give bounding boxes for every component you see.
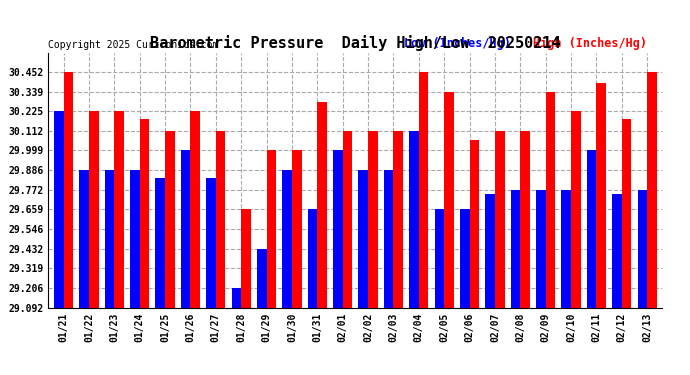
Bar bbox=[368, 131, 377, 308]
Bar bbox=[485, 194, 495, 308]
Bar bbox=[105, 170, 115, 308]
Bar bbox=[638, 190, 647, 308]
Bar bbox=[63, 72, 73, 308]
Bar bbox=[409, 131, 419, 308]
Bar bbox=[384, 170, 393, 308]
Bar bbox=[308, 209, 317, 308]
Bar bbox=[596, 83, 606, 308]
Bar bbox=[536, 190, 546, 308]
Bar bbox=[511, 190, 520, 308]
Bar bbox=[622, 119, 631, 308]
Bar bbox=[435, 209, 444, 308]
Bar bbox=[165, 131, 175, 308]
Bar bbox=[54, 111, 63, 308]
Bar bbox=[358, 170, 368, 308]
Bar bbox=[562, 190, 571, 308]
Bar bbox=[282, 170, 292, 308]
Text: Low (Inches/Hg): Low (Inches/Hg) bbox=[404, 37, 511, 50]
Bar bbox=[317, 102, 327, 308]
Bar bbox=[333, 150, 343, 308]
Bar bbox=[612, 194, 622, 308]
Bar bbox=[393, 131, 403, 308]
Bar bbox=[155, 178, 165, 308]
Bar bbox=[206, 178, 216, 308]
Bar bbox=[232, 288, 241, 308]
Bar bbox=[586, 150, 596, 308]
Bar bbox=[190, 111, 200, 308]
Text: Copyright 2025 Curtronics.com: Copyright 2025 Curtronics.com bbox=[48, 40, 219, 50]
Bar bbox=[130, 170, 139, 308]
Bar bbox=[266, 150, 276, 308]
Title: Barometric Pressure  Daily High/Low  20250214: Barometric Pressure Daily High/Low 20250… bbox=[150, 35, 561, 51]
Bar bbox=[419, 72, 428, 308]
Bar bbox=[139, 119, 149, 308]
Bar bbox=[89, 111, 99, 308]
Bar bbox=[495, 131, 504, 308]
Bar bbox=[292, 150, 302, 308]
Bar bbox=[546, 92, 555, 308]
Text: High (Inches/Hg): High (Inches/Hg) bbox=[533, 37, 647, 50]
Bar bbox=[181, 150, 190, 308]
Bar bbox=[241, 209, 250, 308]
Bar bbox=[216, 131, 226, 308]
Bar bbox=[343, 131, 353, 308]
Bar bbox=[79, 170, 89, 308]
Bar bbox=[520, 131, 530, 308]
Bar bbox=[469, 140, 479, 308]
Bar bbox=[460, 209, 469, 308]
Bar bbox=[444, 92, 454, 308]
Bar bbox=[571, 111, 581, 308]
Bar bbox=[647, 72, 657, 308]
Bar bbox=[257, 249, 266, 308]
Bar bbox=[115, 111, 124, 308]
